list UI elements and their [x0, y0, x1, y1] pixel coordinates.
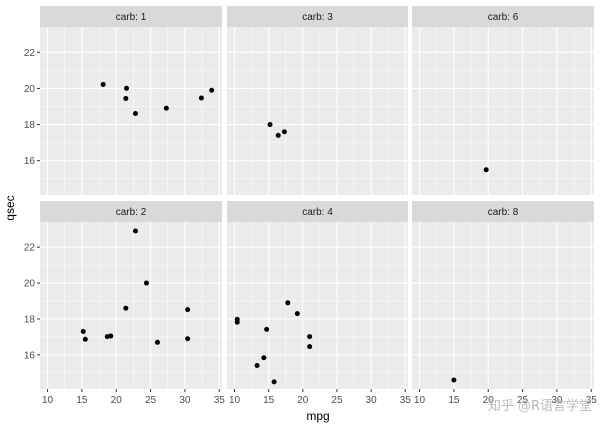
x-tick-label: 35: [214, 395, 226, 406]
data-point: [307, 344, 313, 350]
x-tick-label: 20: [483, 395, 495, 406]
x-tick-label: 30: [366, 395, 378, 406]
y-tick-label: 20: [24, 84, 36, 95]
panel-background: [40, 27, 222, 195]
data-point: [132, 228, 138, 234]
facet-strip-label: carb: 2: [116, 207, 147, 218]
x-tick-label: 20: [297, 395, 309, 406]
data-point: [271, 379, 277, 385]
facet-strip-label: carb: 8: [488, 207, 519, 218]
facet-strip: [412, 6, 594, 27]
data-point: [281, 129, 287, 135]
data-point: [82, 336, 88, 342]
facet-panel: carb: 3: [227, 6, 408, 195]
x-tick-label: 35: [586, 395, 598, 406]
x-tick-label: 10: [42, 395, 54, 406]
data-point: [100, 81, 106, 87]
y-tick-label: 22: [24, 48, 36, 59]
watermark-text: 知乎 @R语言学堂: [488, 398, 592, 414]
x-tick-label: 10: [414, 395, 426, 406]
x-tick-label: 25: [517, 395, 529, 406]
y-tick-label: 18: [24, 314, 36, 325]
data-point: [143, 280, 149, 286]
x-tick-label: 10: [229, 395, 241, 406]
y-axis-title: qsec: [3, 195, 17, 220]
x-tick-label: 30: [551, 395, 563, 406]
x-tick-label: 25: [331, 395, 343, 406]
data-point: [275, 132, 281, 138]
facet-strip: [227, 201, 408, 222]
data-point: [163, 105, 169, 111]
data-point: [185, 307, 191, 313]
y-tick-label: 22: [24, 243, 36, 254]
facet-panel: carb: 1 16 18 20 22: [24, 6, 222, 195]
x-axis-title: mpg: [306, 409, 329, 423]
x-tick-label: 35: [400, 395, 412, 406]
data-point: [108, 333, 114, 339]
facet-panel: carb: 2 16 18 20 22 10 15 20 25 30 35: [24, 201, 225, 406]
data-point: [124, 85, 130, 91]
data-point: [123, 305, 129, 311]
data-point: [154, 339, 160, 345]
data-point: [80, 329, 86, 335]
panel-background: [412, 27, 594, 195]
data-point: [294, 311, 300, 317]
data-point: [185, 336, 191, 342]
x-tick-label: 15: [76, 395, 88, 406]
data-point: [483, 167, 489, 173]
data-point: [307, 334, 313, 340]
x-tick-label: 30: [179, 395, 191, 406]
facet-strip-label: carb: 4: [302, 207, 333, 218]
facet-strip: [412, 201, 594, 222]
data-point: [261, 355, 267, 361]
facet-strip-label: carb: 1: [116, 12, 147, 23]
y-tick-label: 18: [24, 120, 36, 131]
panel-background: [40, 222, 222, 389]
facet-strip: [40, 201, 222, 222]
y-tick-label: 20: [24, 279, 36, 290]
data-point: [451, 377, 457, 383]
facet-strip-label: carb: 6: [488, 12, 519, 23]
y-tick-label: 16: [24, 350, 36, 361]
x-tick-label: 15: [263, 395, 275, 406]
panel-background: [227, 27, 408, 195]
data-point: [209, 87, 215, 93]
data-point: [254, 362, 260, 368]
panels-layer: carb: 1 16 18 20 22 carb: 3 carb: 6 carb: 2 16 18…: [24, 6, 597, 406]
facet-strip: [40, 6, 222, 27]
facet-panel: carb: 8 10 15 20 25 30 35: [412, 201, 597, 406]
data-point: [267, 122, 273, 128]
x-tick-label: 15: [448, 395, 460, 406]
facet-strip: [227, 6, 408, 27]
x-tick-label: 25: [145, 395, 157, 406]
y-tick-label: 16: [24, 156, 36, 167]
data-point: [234, 319, 240, 325]
data-point: [198, 95, 204, 101]
data-point: [132, 111, 138, 117]
facet-strip-label: carb: 3: [302, 12, 333, 23]
facet-panel: carb: 6: [412, 6, 594, 195]
data-point: [264, 326, 270, 332]
facet-panel: carb: 4 10 15 20 25 30 35: [227, 201, 411, 406]
data-point: [285, 300, 291, 306]
panel-background: [412, 222, 594, 389]
data-point: [123, 96, 129, 102]
x-tick-label: 20: [111, 395, 123, 406]
panel-background: [227, 222, 408, 389]
